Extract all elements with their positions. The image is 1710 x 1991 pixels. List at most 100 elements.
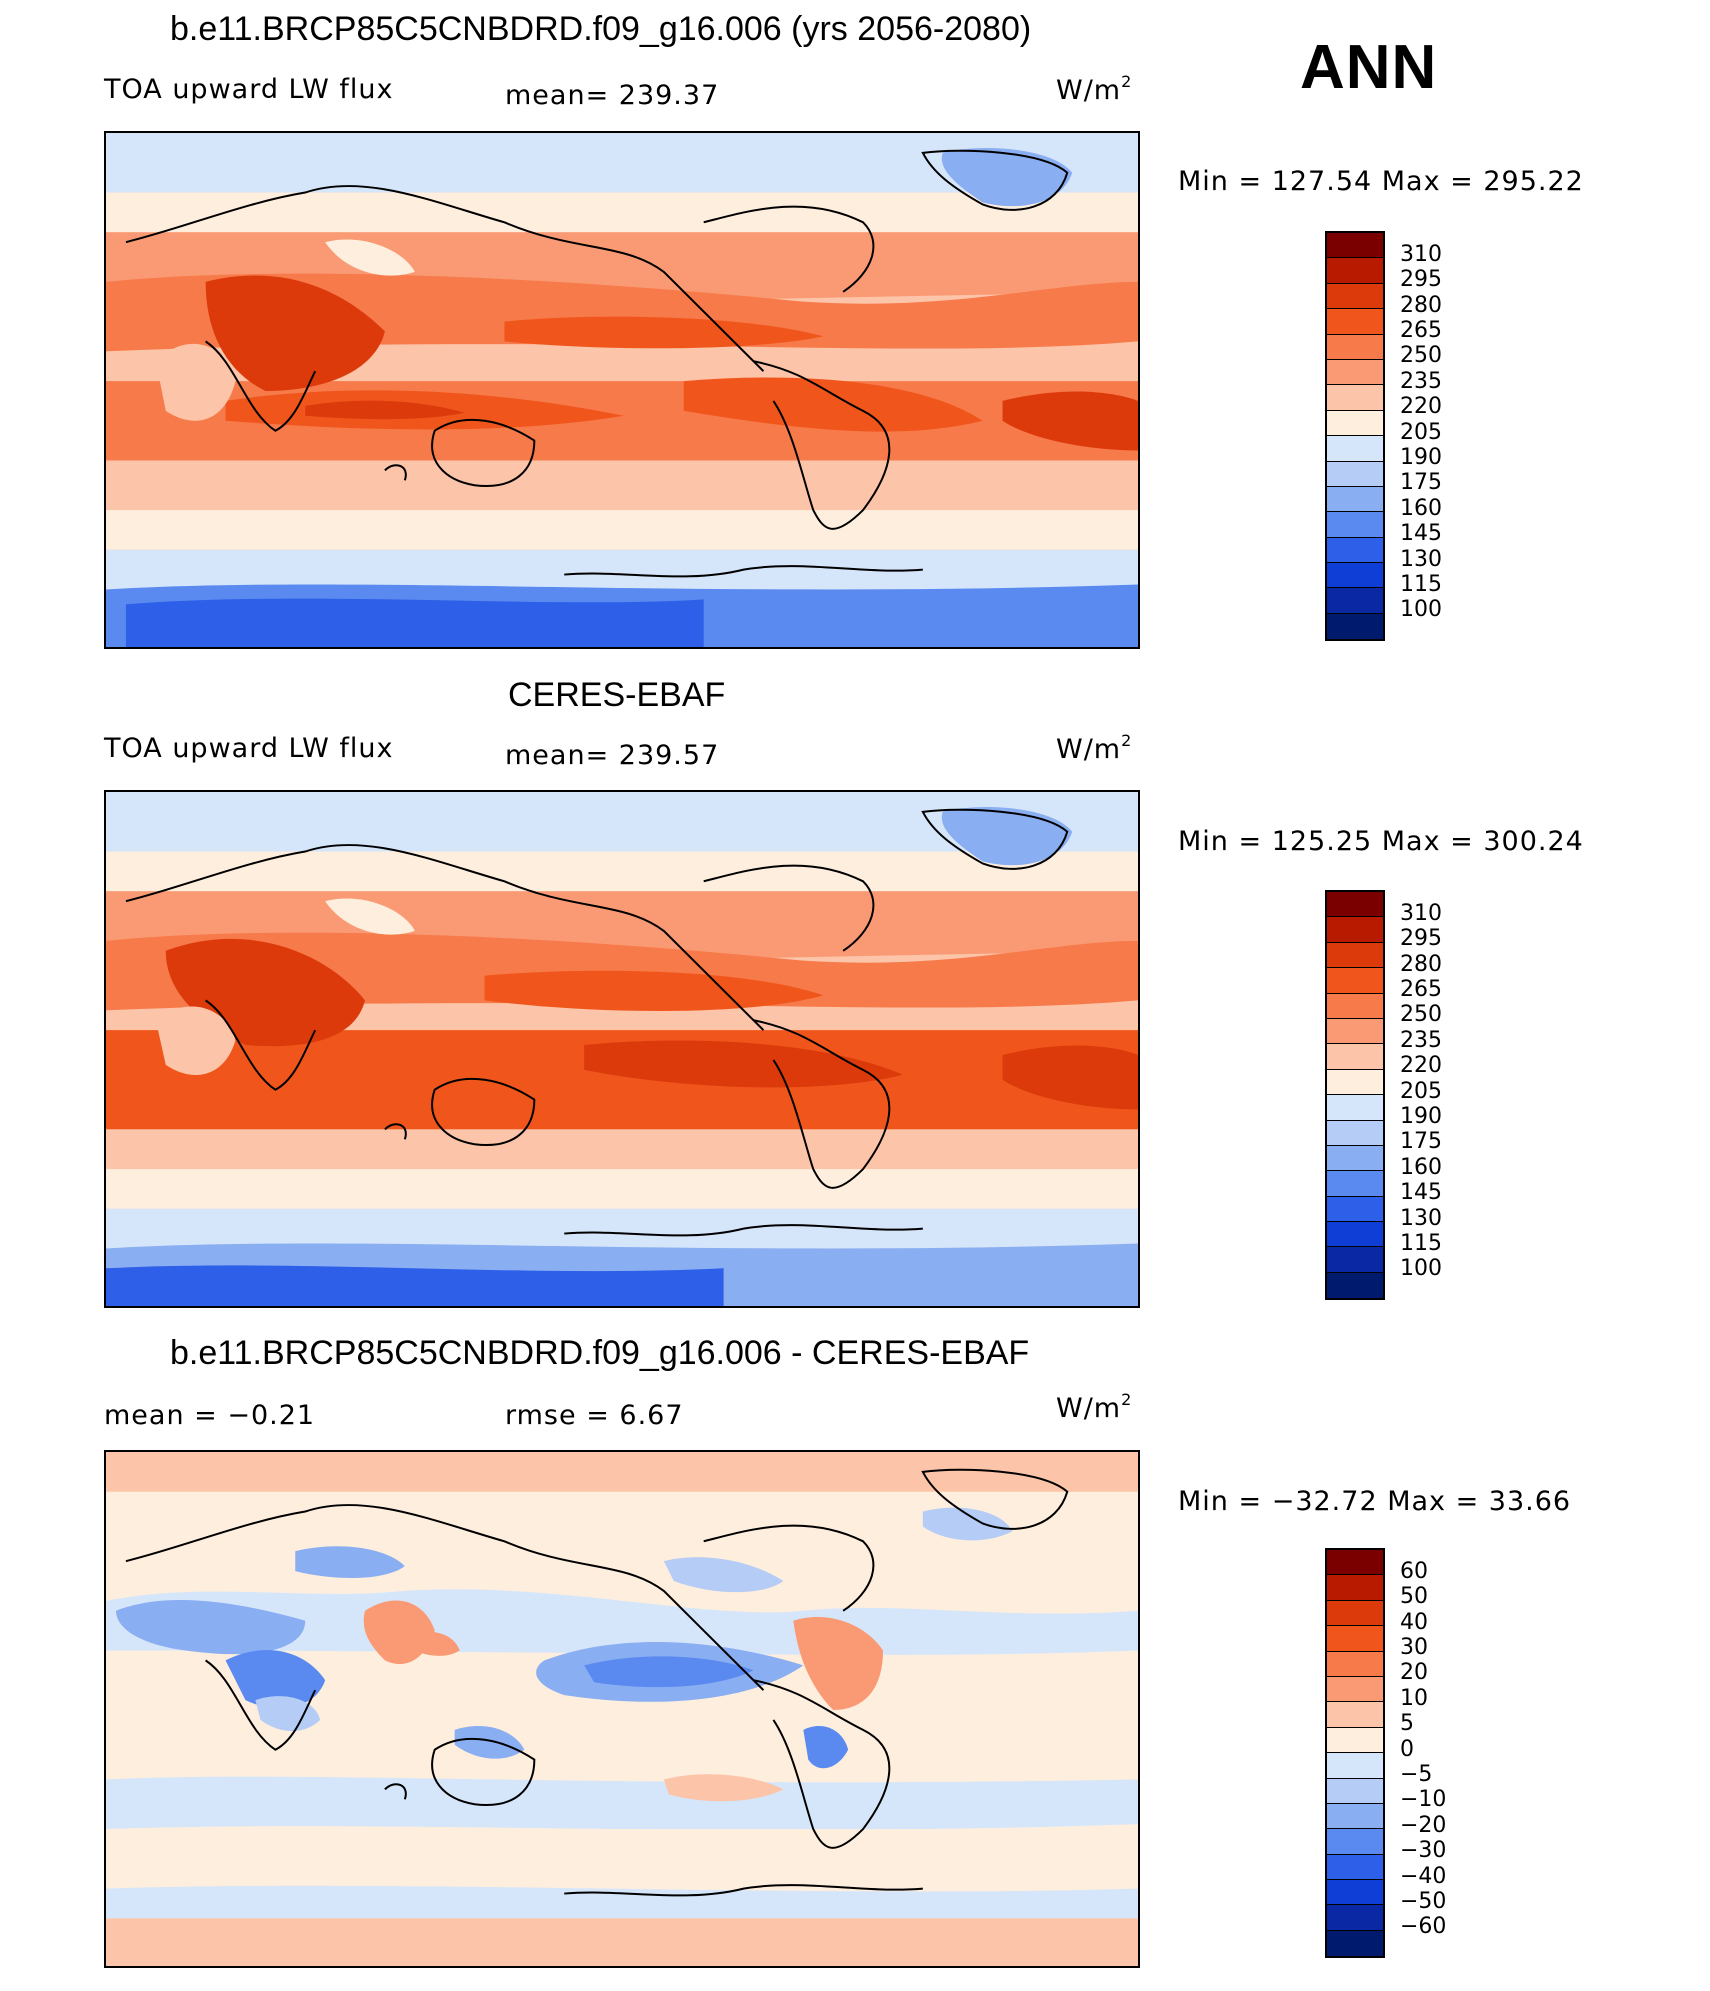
colorbar-box	[1327, 942, 1383, 969]
colorbar-box	[1327, 613, 1383, 640]
colorbar-tick-label: −40	[1400, 1863, 1447, 1889]
panel3-units: W/m2	[1056, 1390, 1133, 1424]
colorbar-tick-label: 40	[1400, 1609, 1428, 1635]
colorbar-tick-label: 280	[1400, 292, 1442, 318]
colorbar-tick-label: 280	[1400, 951, 1442, 977]
colorbar-tick-label: −30	[1400, 1838, 1447, 1864]
colorbar-tick-label: 50	[1400, 1584, 1428, 1610]
colorbar-box	[1327, 1753, 1383, 1779]
colorbar-box	[1327, 892, 1383, 918]
colorbar-tick-label: 220	[1400, 394, 1442, 420]
colorbar-tick-label: 175	[1400, 1129, 1442, 1155]
colorbar-tick-label: 310	[1400, 241, 1442, 267]
panel1-map	[104, 131, 1140, 649]
colorbar-box	[1327, 309, 1383, 335]
panel1-minmax: Min = 127.54 Max = 295.22	[1178, 166, 1584, 197]
colorbar-tick-label: 100	[1400, 1256, 1442, 1282]
colorbar-box	[1327, 1171, 1383, 1197]
colorbar-box	[1327, 1880, 1383, 1906]
panel2-mean-label: mean= 239.57	[505, 740, 720, 771]
colorbar-tick-label: 130	[1400, 546, 1442, 572]
colorbar-box	[1327, 1095, 1383, 1121]
colorbar-tick-label: 160	[1400, 1154, 1442, 1180]
colorbar-box	[1327, 588, 1383, 614]
colorbar-tick-label: 30	[1400, 1634, 1428, 1660]
panel3-colorbar	[1325, 1548, 1385, 1959]
colorbar-box	[1327, 486, 1383, 513]
colorbar-tick-label: −60	[1400, 1914, 1447, 1940]
colorbar-tick-label: 250	[1400, 1002, 1442, 1028]
colorbar-tick-label: 265	[1400, 976, 1442, 1002]
panel3-title: b.e11.BRCP85C5CNBDRD.f09_g16.006 - CERES…	[170, 1334, 1030, 1372]
colorbar-box	[1327, 1247, 1383, 1273]
panel3-minmax: Min = −32.72 Max = 33.66	[1178, 1486, 1572, 1517]
panel2-colorbar	[1325, 890, 1385, 1301]
colorbar-box	[1327, 1018, 1383, 1045]
colorbar-box	[1327, 385, 1383, 411]
colorbar-box	[1327, 410, 1383, 437]
season-label: ANN	[1300, 33, 1438, 102]
colorbar-box	[1327, 1803, 1383, 1830]
colorbar-tick-label: 115	[1400, 1230, 1442, 1256]
colorbar-tick-label: 295	[1400, 267, 1442, 293]
panel2-variable-label: TOA upward LW flux	[104, 733, 394, 764]
colorbar-box	[1327, 461, 1383, 487]
colorbar-box	[1327, 436, 1383, 462]
colorbar-box	[1327, 1222, 1383, 1248]
colorbar-tick-label: 145	[1400, 521, 1442, 547]
panel2-map-svg	[106, 792, 1138, 1306]
colorbar-tick-label: 235	[1400, 1027, 1442, 1053]
colorbar-tick-label: 235	[1400, 368, 1442, 394]
colorbar-box	[1327, 1905, 1383, 1931]
colorbar-box	[1327, 1550, 1383, 1576]
panel2-units: W/m2	[1056, 731, 1133, 765]
colorbar-box	[1327, 1575, 1383, 1601]
colorbar-box	[1327, 233, 1383, 259]
colorbar-tick-label: 160	[1400, 495, 1442, 521]
colorbar-tick-label: 60	[1400, 1558, 1428, 1584]
colorbar-box	[1327, 1044, 1383, 1070]
panel3-map	[104, 1450, 1140, 1968]
colorbar-box	[1327, 1272, 1383, 1299]
colorbar-tick-label: 190	[1400, 444, 1442, 470]
colorbar-tick-label: 220	[1400, 1053, 1442, 1079]
colorbar-box	[1327, 1120, 1383, 1146]
colorbar-box	[1327, 1600, 1383, 1627]
panel1-variable-label: TOA upward LW flux	[104, 74, 394, 105]
panel1-colorbar	[1325, 231, 1385, 642]
colorbar-tick-label: 265	[1400, 317, 1442, 343]
panel1-mean-label: mean= 239.37	[505, 80, 720, 111]
colorbar-box	[1327, 1702, 1383, 1728]
colorbar-tick-label: 10	[1400, 1685, 1428, 1711]
colorbar-tick-label: 190	[1400, 1103, 1442, 1129]
colorbar-box	[1327, 1829, 1383, 1855]
colorbar-box	[1327, 1626, 1383, 1652]
colorbar-tick-label: 250	[1400, 343, 1442, 369]
panel3-rmse-label: rmse = 6.67	[505, 1400, 684, 1431]
panel2-minmax: Min = 125.25 Max = 300.24	[1178, 826, 1584, 857]
colorbar-tick-label: 100	[1400, 597, 1442, 623]
colorbar-box	[1327, 968, 1383, 994]
colorbar-box	[1327, 334, 1383, 360]
panel1-map-svg	[106, 133, 1138, 647]
colorbar-box	[1327, 917, 1383, 943]
colorbar-box	[1327, 283, 1383, 310]
colorbar-tick-label: 115	[1400, 571, 1442, 597]
colorbar-box	[1327, 1930, 1383, 1957]
colorbar-box	[1327, 537, 1383, 564]
colorbar-box	[1327, 1778, 1383, 1804]
colorbar-box	[1327, 1854, 1383, 1881]
colorbar-tick-label: 145	[1400, 1180, 1442, 1206]
colorbar-tick-label: 175	[1400, 470, 1442, 496]
colorbar-tick-label: 295	[1400, 926, 1442, 952]
colorbar-box	[1327, 359, 1383, 386]
colorbar-tick-label: 310	[1400, 900, 1442, 926]
colorbar-tick-label: −5	[1400, 1761, 1433, 1787]
colorbar-box	[1327, 512, 1383, 538]
panel2-map	[104, 790, 1140, 1308]
colorbar-box	[1327, 993, 1383, 1019]
colorbar-tick-label: 0	[1400, 1736, 1414, 1762]
colorbar-box	[1327, 1727, 1383, 1754]
colorbar-box	[1327, 563, 1383, 589]
colorbar-tick-label: 20	[1400, 1660, 1428, 1686]
